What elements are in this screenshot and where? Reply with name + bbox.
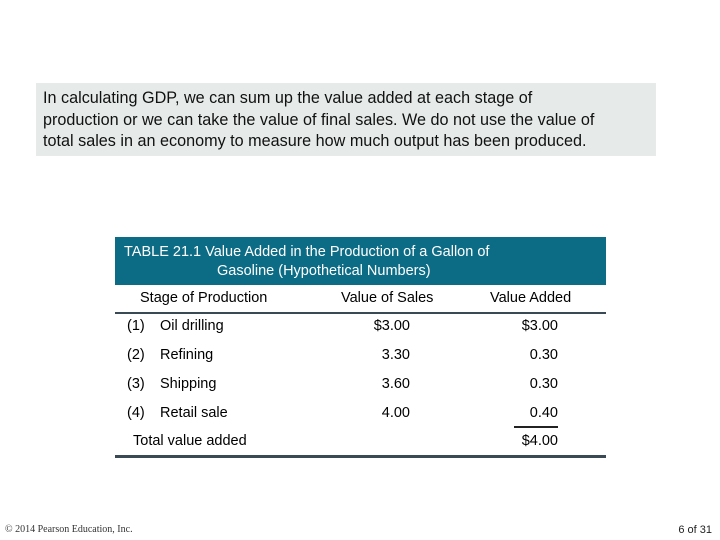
row-3-number: (3): [127, 376, 145, 392]
row-2-stage: Refining: [160, 347, 214, 363]
column-header-sales: Value of Sales: [341, 290, 434, 306]
row-2-number: (2): [127, 347, 145, 363]
column-header-stage: Stage of Production: [140, 290, 268, 306]
copyright-notice: © 2014 Pearson Education, Inc.: [5, 524, 133, 535]
row-3-added: 0.30: [529, 376, 558, 392]
sum-underline: [514, 426, 558, 428]
row-4-stage: Retail sale: [160, 405, 228, 421]
page-indicator: 6 of 31: [678, 524, 712, 536]
row-4-added: 0.40: [529, 405, 558, 421]
row-1-number: (1): [127, 318, 145, 334]
intro-text-box: In calculating GDP, we can sum up the va…: [36, 83, 656, 156]
table-title-line-2: Gasoline (Hypothetical Numbers): [217, 263, 431, 279]
table-title-line-1: TABLE 21.1 Value Added in the Production…: [124, 244, 490, 260]
row-2-sales: 3.30: [381, 347, 410, 363]
total-label: Total value added: [133, 433, 247, 449]
row-3-sales: 3.60: [381, 376, 410, 392]
intro-line-3: total sales in an economy to measure how…: [43, 132, 587, 150]
row-1-sales: $3.00: [373, 318, 410, 334]
column-header-added: Value Added: [490, 290, 572, 306]
intro-line-1: In calculating GDP, we can sum up the va…: [43, 89, 533, 107]
row-1-added: $3.00: [521, 318, 558, 334]
header-rule: [115, 312, 606, 314]
intro-line-2: production or we can take the value of f…: [43, 110, 595, 129]
row-2-added: 0.30: [529, 347, 558, 363]
table-title-bar: TABLE 21.1 Value Added in the Production…: [115, 237, 606, 285]
row-1-stage: Oil drilling: [160, 318, 224, 334]
row-4-sales: 4.00: [381, 405, 410, 421]
table-bottom-rule: [115, 455, 606, 458]
row-4-number: (4): [127, 405, 145, 421]
row-3-stage: Shipping: [160, 376, 217, 392]
total-value: $4.00: [521, 433, 558, 449]
